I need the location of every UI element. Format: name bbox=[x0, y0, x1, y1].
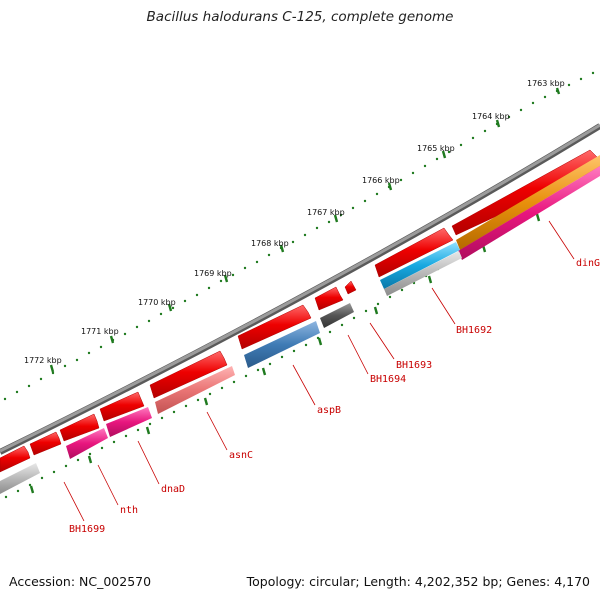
gene-label-aspB[interactable]: aspB bbox=[317, 405, 341, 416]
map-title: Bacillus halodurans C-125, complete geno… bbox=[146, 9, 454, 25]
cds-arrow[interactable] bbox=[344, 280, 357, 295]
ruler-label-1770: 1770 kbp bbox=[138, 298, 176, 307]
cds-arrow[interactable] bbox=[237, 304, 312, 350]
gene-bar-steelblue[interactable] bbox=[244, 321, 320, 368]
inner-track-ticks bbox=[29, 213, 541, 494]
ruler-label-1767: 1767 kbp bbox=[307, 208, 345, 217]
accession-text: Accession: NC_002570 bbox=[9, 574, 152, 589]
gene-bar-orange[interactable] bbox=[456, 155, 600, 250]
gene-label-dnaD[interactable]: dnaD bbox=[161, 484, 185, 495]
ruler-labels: 1763 kbp 1764 kbp 1765 kbp 1766 kbp 1767… bbox=[24, 79, 565, 365]
gene-labels: dinG BH1692 BH1693 BH1694 aspB asnC dnaD… bbox=[69, 258, 600, 535]
gene-label-bh1692[interactable]: BH1692 bbox=[456, 325, 492, 336]
gene-bar-cyan[interactable] bbox=[380, 242, 460, 289]
ruler-label-1764: 1764 kbp bbox=[472, 112, 510, 121]
gene-label-dinG[interactable]: dinG bbox=[576, 258, 600, 269]
gene-bar-pink[interactable] bbox=[458, 166, 600, 260]
ruler-label-1766: 1766 kbp bbox=[362, 176, 400, 185]
ruler-label-1771: 1771 kbp bbox=[81, 327, 119, 336]
gene-label-bh1693[interactable]: BH1693 bbox=[396, 360, 432, 371]
cds-arrow[interactable] bbox=[0, 445, 31, 473]
cds-arrow[interactable] bbox=[374, 227, 454, 278]
gene-bar-gray[interactable] bbox=[0, 463, 40, 494]
ruler-label-1765: 1765 kbp bbox=[417, 144, 455, 153]
cds-arrow[interactable] bbox=[29, 431, 62, 456]
gene-bar-pink[interactable] bbox=[106, 407, 152, 437]
gene-label-bh1694[interactable]: BH1694 bbox=[370, 374, 406, 385]
outer-ruler-ticks bbox=[49, 87, 561, 373]
backbone bbox=[0, 123, 600, 455]
gene-label-bh1699[interactable]: BH1699 bbox=[69, 524, 105, 535]
gene-label-asnC[interactable]: asnC bbox=[229, 450, 253, 461]
gene-bar-darkgray[interactable] bbox=[320, 303, 354, 328]
ruler-label-1763: 1763 kbp bbox=[527, 79, 565, 88]
gene-label-nth[interactable]: nth bbox=[120, 505, 138, 516]
outer-ruler-dots bbox=[3, 71, 595, 401]
ruler-label-1772: 1772 kbp bbox=[24, 356, 62, 365]
cds-arrow[interactable] bbox=[59, 413, 100, 442]
forward-cds-track bbox=[0, 149, 600, 473]
ruler-label-1769: 1769 kbp bbox=[194, 269, 232, 278]
label-leader-lines bbox=[63, 220, 575, 522]
gene-bar-salmon[interactable] bbox=[155, 366, 235, 414]
gene-bar-pink[interactable] bbox=[66, 428, 108, 459]
ruler-label-1768: 1768 kbp bbox=[251, 239, 289, 248]
genome-summary-text: Topology: circular; Length: 4,202,352 bp… bbox=[246, 574, 590, 589]
cds-arrow[interactable] bbox=[314, 286, 344, 311]
cds-arrow[interactable] bbox=[451, 149, 600, 236]
cds-arrow[interactable] bbox=[99, 391, 145, 422]
gene-feature-track bbox=[0, 155, 600, 494]
cds-arrow[interactable] bbox=[149, 350, 228, 399]
gene-bar-gray[interactable] bbox=[384, 251, 462, 296]
